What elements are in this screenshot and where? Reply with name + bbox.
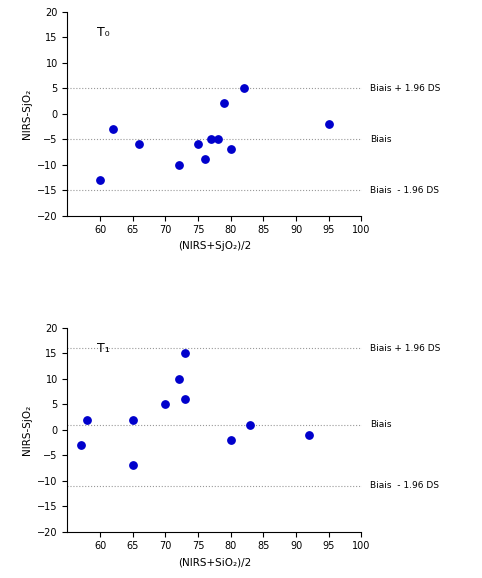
Point — [161, 399, 169, 409]
Point — [227, 144, 235, 154]
Point — [129, 461, 137, 470]
Text: Biais + 1.96 DS: Biais + 1.96 DS — [370, 84, 441, 92]
X-axis label: (NIRS+SiO₂)/2: (NIRS+SiO₂)/2 — [178, 557, 251, 567]
Point — [240, 83, 248, 92]
Point — [306, 430, 313, 439]
Point — [247, 420, 254, 429]
Point — [325, 119, 333, 128]
Point — [214, 135, 222, 144]
Point — [207, 135, 215, 144]
Y-axis label: NIRS-SjO₂: NIRS-SjO₂ — [22, 405, 32, 455]
Point — [220, 99, 228, 108]
Point — [135, 139, 143, 149]
Point — [129, 415, 137, 424]
Point — [201, 155, 209, 164]
Point — [181, 349, 189, 358]
Point — [181, 395, 189, 404]
Point — [109, 124, 117, 134]
Text: Biais + 1.96 DS: Biais + 1.96 DS — [370, 344, 441, 353]
Point — [194, 139, 202, 149]
Point — [96, 175, 104, 184]
Point — [227, 435, 235, 444]
Text: T₁: T₁ — [97, 342, 109, 355]
Point — [83, 415, 91, 424]
X-axis label: (NIRS+SjO₂)/2: (NIRS+SjO₂)/2 — [178, 241, 251, 251]
Y-axis label: NIRS-SjO₂: NIRS-SjO₂ — [22, 88, 32, 139]
Text: T₀: T₀ — [97, 26, 109, 39]
Text: Biais: Biais — [370, 135, 392, 143]
Text: Biais: Biais — [370, 420, 392, 429]
Text: Biais  - 1.96 DS: Biais - 1.96 DS — [370, 186, 439, 195]
Point — [174, 374, 182, 383]
Point — [174, 160, 182, 169]
Text: Biais  - 1.96 DS: Biais - 1.96 DS — [370, 481, 439, 490]
Point — [77, 440, 84, 450]
